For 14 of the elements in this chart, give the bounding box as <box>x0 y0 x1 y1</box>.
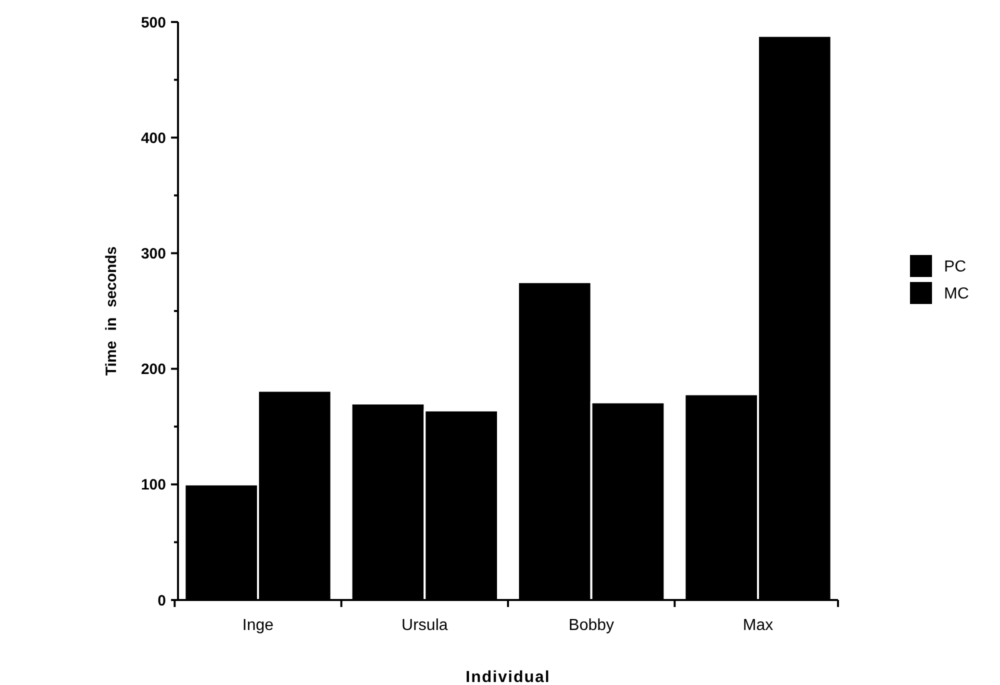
legend-label: MC <box>944 286 969 303</box>
y-tick-label: 200 <box>140 361 166 378</box>
y-tick-label: 400 <box>140 130 166 147</box>
y-tick-label: 500 <box>140 14 166 32</box>
y-tick-label: 300 <box>140 245 166 262</box>
legend-label: PC <box>944 258 966 276</box>
x-tick-label: Bobby <box>568 617 614 634</box>
x-tick-label: Ursula <box>402 617 448 634</box>
y-axis-title: Time in seconds <box>103 246 120 376</box>
x-tick-label: Inge <box>242 617 274 634</box>
x-axis-title: Individual <box>466 669 550 685</box>
x-tick-label: Max <box>742 617 774 634</box>
y-tick-label: 100 <box>140 476 166 494</box>
y-tick-label: 0 <box>158 592 166 610</box>
